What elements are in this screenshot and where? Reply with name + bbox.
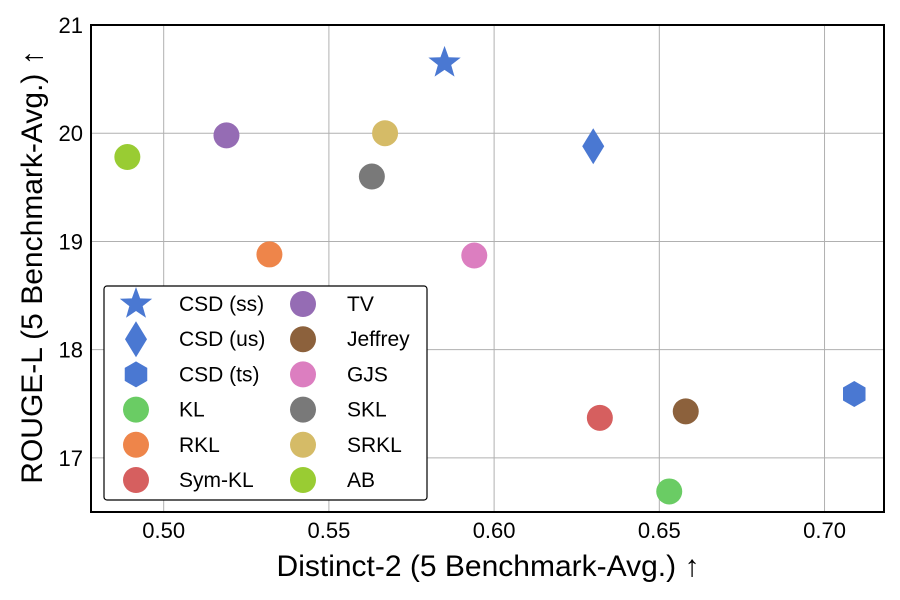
- legend-marker: [290, 396, 316, 423]
- y-tick-label: 17: [59, 446, 83, 471]
- point-gjs: [461, 242, 488, 269]
- point-tv: [213, 122, 240, 149]
- legend-box: [103, 285, 428, 501]
- legend-label: Sym-KL: [179, 469, 254, 492]
- legend-label: TV: [347, 293, 374, 316]
- legend-label: CSD (ts): [179, 363, 260, 386]
- x-axis-label: Distinct-2 (5 Benchmark-Avg.) ↑: [277, 550, 700, 583]
- legend-label: Jeffrey: [347, 328, 410, 351]
- x-tick-label: 0.55: [307, 518, 350, 543]
- legend-label: AB: [347, 469, 375, 492]
- legend-label: SKL: [347, 399, 387, 422]
- legend-marker: [119, 287, 153, 318]
- y-tick-label: 18: [59, 338, 83, 363]
- point-csd-ts: [843, 381, 866, 408]
- point-srkl: [372, 120, 399, 147]
- legend-marker: [124, 361, 148, 388]
- point-kl: [656, 478, 683, 505]
- y-tick-label: 20: [59, 121, 83, 146]
- point-skl: [358, 163, 385, 190]
- legend-label: GJS: [347, 363, 388, 386]
- legend-marker: [290, 326, 316, 353]
- point-csd-ss: [428, 45, 461, 77]
- legend-label: RKL: [179, 434, 220, 457]
- legend-label: CSD (ss): [179, 293, 264, 316]
- legend: CSD (ss) CSD (us) CSD (ts) KL RKL Sym-KL TV Jef…: [103, 285, 428, 501]
- legend-label: SRKL: [347, 434, 402, 457]
- point-rkl: [256, 241, 283, 268]
- point-jeffrey: [672, 398, 699, 425]
- y-tick-label: 19: [59, 229, 83, 254]
- y-tick-label: 21: [59, 13, 83, 38]
- x-tick-label: 0.70: [803, 518, 846, 543]
- x-tick-label: 0.50: [142, 518, 185, 543]
- legend-marker: [123, 467, 149, 493]
- legend-marker: [123, 431, 149, 458]
- legend-label: KL: [179, 399, 205, 422]
- x-tick-label: 0.60: [473, 518, 516, 543]
- legend-label: CSD (us): [179, 328, 265, 351]
- x-tick-label: 0.65: [638, 518, 681, 543]
- legend-marker: [290, 467, 316, 493]
- point-csd-us: [582, 128, 605, 165]
- data-points: [114, 45, 866, 505]
- point-sym-kl: [586, 404, 613, 431]
- legend-marker: [123, 396, 149, 423]
- y-axis-label: ROUGE-L (5 Benchmark-Avg.) ↑: [16, 50, 49, 483]
- y-axis-ticks: 17 18 19 20 21: [59, 13, 83, 471]
- legend-marker: [290, 431, 316, 458]
- legend-marker: [125, 321, 147, 358]
- point-ab: [114, 144, 141, 171]
- x-axis-ticks: 0.50 0.55 0.60 0.65 0.70: [142, 518, 846, 543]
- legend-marker: [290, 361, 316, 388]
- legend-marker: [290, 291, 316, 317]
- plot-frame: [90, 24, 885, 513]
